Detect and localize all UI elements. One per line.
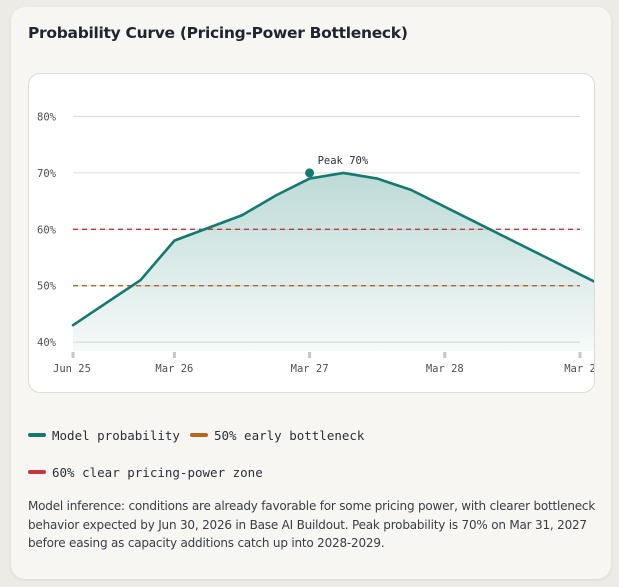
legend-item-pricing-power-zone[interactable]: 60% clear pricing-power zone [28, 465, 263, 480]
legend-item-early-bottleneck[interactable]: 50% early bottleneck [189, 427, 365, 443]
x-tick-mark [443, 352, 447, 358]
legend-row-2: 60% clear pricing-power zone [28, 462, 273, 482]
y-tick-label: 40% [37, 337, 57, 349]
model-inference-text: Model inference: conditions are already … [28, 499, 596, 550]
x-tick-label: Mar 28 [426, 363, 464, 375]
model-probability-line[interactable] [71, 171, 594, 327]
x-tick-mark [172, 352, 176, 358]
card-title: Probability Curve (Pricing-Power Bottlen… [28, 24, 408, 42]
y-tick-label: 60% [37, 224, 57, 236]
x-tick-mark [578, 352, 582, 358]
legend-swatch-zone [28, 470, 46, 474]
x-tick-label: Mar 26 [155, 363, 193, 375]
legend-label-model: Model probability [52, 427, 180, 443]
probability-curve-card: Probability Curve (Pricing-Power Bottlen… [11, 7, 611, 579]
chart-container: Peak 70% 80% 70% 60% 50% 40% Jun 25 Mar 26 Mar … [28, 73, 595, 393]
legend-swatch-early [189, 433, 208, 437]
y-tick-label: 70% [37, 168, 57, 180]
y-tick-label: 50% [37, 281, 57, 293]
y-tick-label: 80% [37, 112, 57, 124]
peak-marker[interactable] [305, 168, 315, 178]
peak-annotation-label: Peak 70% [318, 155, 369, 167]
model-probability-area [73, 172, 594, 351]
probability-chart: Peak 70% 80% 70% 60% 50% 40% Jun 25 Mar 26 Mar … [37, 112, 594, 375]
legend-row-1: Model probability 50% early bottleneck [28, 425, 374, 445]
x-tick-label: Mar 2 [564, 363, 594, 375]
legend-label-zone: 60% clear pricing-power zone [52, 464, 263, 480]
x-tick-mark [71, 352, 75, 358]
legend-swatch-model [28, 433, 46, 437]
x-tick-label: Mar 27 [291, 363, 329, 375]
x-tick-mark [308, 352, 312, 358]
x-tick-label: Jun 25 [53, 363, 91, 375]
legend-label-early: 50% early bottleneck [213, 427, 365, 443]
legend-item-model-probability[interactable]: Model probability [28, 428, 180, 443]
